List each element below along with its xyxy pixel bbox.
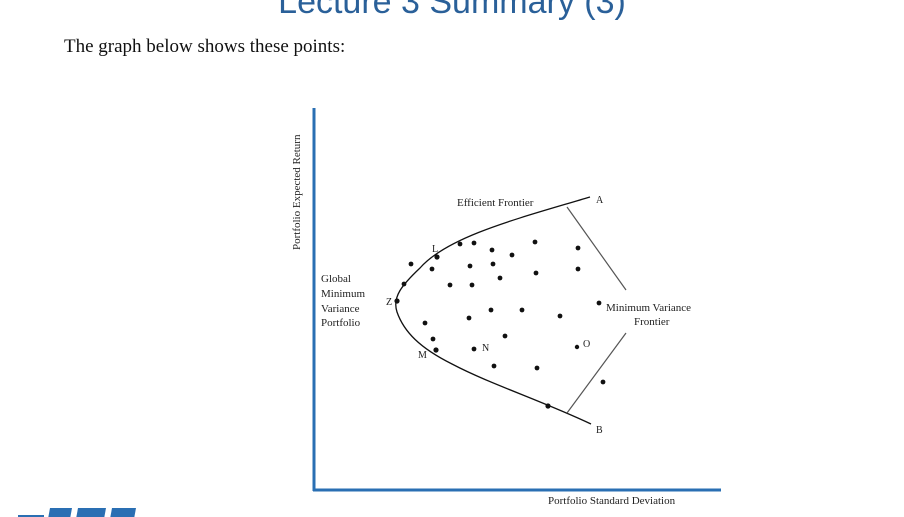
- portfolio-dot: [401, 281, 407, 287]
- logo-graphic: [18, 508, 136, 517]
- mvf-label-line1: Minimum Variance: [606, 302, 691, 314]
- portfolio-dot: [545, 403, 551, 409]
- gmv-label-line1: Global: [321, 273, 351, 285]
- mvf-label-line2: Frontier: [634, 316, 670, 328]
- point-label-m: M: [418, 350, 427, 361]
- point-label-b: B: [596, 425, 603, 436]
- figure-background: [304, 104, 722, 504]
- portfolio-dot: [575, 245, 581, 251]
- portfolio-dot: [497, 275, 503, 281]
- portfolio-dots: [394, 239, 606, 409]
- slide-title: Lecture 3 Summary (3): [278, 0, 626, 21]
- gmv-label-line2: Minimum: [321, 288, 365, 300]
- portfolio-dot: [422, 320, 428, 326]
- portfolio-dot-z: [394, 298, 400, 304]
- portfolio-dot-l: [434, 254, 440, 260]
- point-label-l: L: [432, 244, 438, 255]
- point-label-n: N: [482, 343, 489, 354]
- portfolio-dot: [408, 261, 414, 267]
- portfolio-dot: [533, 270, 539, 276]
- portfolio-dot: [519, 307, 525, 313]
- portfolio-dot: [430, 336, 436, 342]
- intro-text: The graph below shows these points:: [64, 36, 346, 57]
- x-axis-label: Portfolio Standard Deviation: [548, 495, 676, 507]
- portfolio-dot: [509, 252, 515, 258]
- portfolio-dot-n: [471, 346, 477, 352]
- mvf-pointer-upper: [566, 206, 627, 291]
- portfolio-dot: [471, 240, 477, 246]
- portfolio-dot: [489, 247, 495, 253]
- portfolio-dot: [532, 239, 538, 245]
- portfolio-dot: [457, 241, 463, 247]
- portfolio-dot: [447, 282, 453, 288]
- mvf-pointer-lower: [566, 332, 627, 414]
- point-label-a: A: [596, 195, 604, 206]
- portfolio-dot: [429, 266, 435, 272]
- portfolio-dot: [490, 261, 496, 267]
- point-label-z: Z: [386, 297, 392, 308]
- gmv-label-line4: Portfolio: [321, 317, 361, 329]
- y-axis-label: Portfolio Expected Return: [291, 134, 303, 250]
- portfolio-dot: [467, 263, 473, 269]
- gmv-label-line3: Variance: [321, 303, 360, 315]
- portfolio-dot-m: [433, 347, 439, 353]
- portfolio-dot: [600, 379, 606, 385]
- point-label-o: O: [583, 339, 590, 350]
- portfolio-dot: [502, 333, 508, 339]
- institution-logo: [14, 506, 138, 517]
- portfolio-dot: [534, 365, 540, 371]
- efficient-frontier-label: Efficient Frontier: [457, 197, 534, 209]
- portfolio-dot-o: [574, 344, 580, 350]
- portfolio-dot: [469, 282, 475, 288]
- portfolio-dot: [557, 313, 563, 319]
- portfolio-dot: [466, 315, 472, 321]
- frontier-curve: [395, 196, 592, 425]
- portfolio-dot: [596, 300, 602, 306]
- portfolio-dot: [575, 266, 581, 272]
- portfolio-dot: [491, 363, 497, 369]
- portfolio-dot: [488, 307, 494, 313]
